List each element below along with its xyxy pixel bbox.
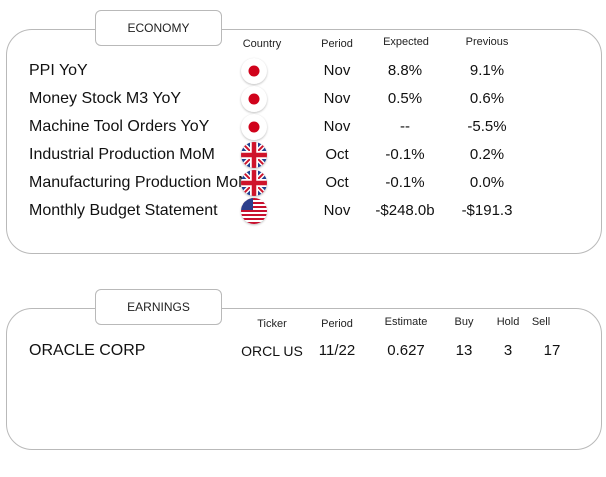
us-flag-icon [241, 198, 267, 224]
header-ticker: Ticker [257, 318, 287, 330]
economy-row-expected: 8.8% [387, 62, 423, 79]
economy-row-expected: -- [400, 118, 410, 135]
japan-flag-icon [241, 114, 267, 140]
earnings-row-ticker: ORCL US [241, 343, 303, 359]
economy-row-name[interactable]: Manufacturing Production MoM [29, 174, 252, 191]
header-period: Period [321, 318, 353, 330]
header-sell: Sell [531, 316, 551, 328]
header-period: Period [321, 38, 353, 50]
uk-flag-icon [241, 142, 267, 168]
earnings-row-buy: 13 [455, 342, 473, 359]
economy-row-previous: 0.0% [469, 174, 505, 191]
economy-row-name[interactable]: Industrial Production MoM [29, 146, 215, 163]
economy-row-expected: -$248.0b [375, 202, 435, 219]
economy-row-name[interactable]: Machine Tool Orders YoY [29, 118, 210, 135]
japan-flag-icon [241, 58, 267, 84]
economy-row-period: Oct [325, 146, 349, 163]
japan-flag-icon [241, 86, 267, 112]
economy-row-previous: 0.6% [469, 90, 505, 107]
header-buy: Buy [454, 316, 474, 328]
economy-row-expected: 0.5% [387, 90, 423, 107]
earnings-row-estimate: 0.627 [387, 342, 425, 359]
economy-row-period: Nov [323, 118, 351, 135]
economy-row-expected: -0.1% [385, 146, 425, 163]
economy-row-period: Nov [323, 62, 351, 79]
earnings-title: EARNINGS [127, 300, 190, 314]
header-expected: Expected [383, 36, 429, 48]
header-estimate: Estimate [384, 316, 428, 328]
economy-tab[interactable]: ECONOMY [95, 10, 222, 46]
economy-row-name[interactable]: Money Stock M3 YoY [29, 90, 182, 107]
economy-row-previous: -$191.3 [461, 202, 513, 219]
economy-row-name[interactable]: PPI YoY [29, 62, 88, 79]
economy-row-name[interactable]: Monthly Budget Statement [29, 202, 218, 219]
earnings-row-name[interactable]: ORACLE CORP [29, 342, 146, 359]
header-country: Country [242, 38, 282, 50]
economy-row-previous: 9.1% [469, 62, 505, 79]
header-previous: Previous [465, 36, 509, 48]
earnings-tab[interactable]: EARNINGS [95, 289, 222, 325]
earnings-panel [6, 308, 602, 450]
economy-row-previous: 0.2% [469, 146, 505, 163]
economy-title: ECONOMY [127, 21, 190, 35]
economy-panel [6, 29, 602, 254]
header-hold: Hold [496, 316, 520, 328]
economy-row-period: Nov [323, 202, 351, 219]
earnings-row-period: 11/22 [318, 342, 356, 359]
earnings-row-hold: 3 [503, 342, 513, 359]
uk-flag-icon [241, 170, 267, 196]
economy-row-previous: -5.5% [467, 118, 507, 135]
economy-row-period: Oct [325, 174, 349, 191]
earnings-row-sell: 17 [543, 342, 561, 359]
economy-row-expected: -0.1% [385, 174, 425, 191]
economy-row-period: Nov [323, 90, 351, 107]
